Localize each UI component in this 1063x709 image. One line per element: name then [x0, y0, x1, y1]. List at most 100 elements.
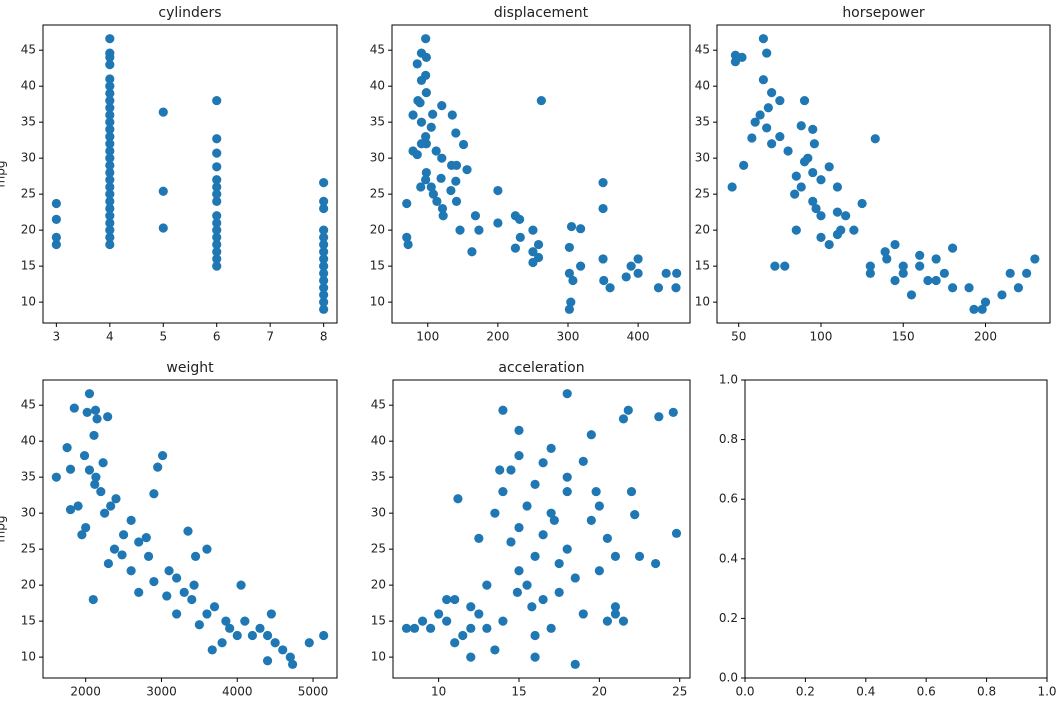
point — [564, 242, 574, 253]
point — [103, 558, 114, 569]
point — [969, 304, 979, 314]
point — [105, 196, 115, 206]
point — [522, 580, 532, 590]
point — [51, 198, 61, 209]
point — [437, 203, 448, 214]
point — [474, 533, 484, 543]
point — [737, 52, 747, 62]
y-tick-label: 20 — [371, 578, 386, 592]
subplot-title: weight — [166, 360, 214, 376]
point — [446, 185, 456, 196]
point — [51, 239, 61, 250]
point — [105, 211, 115, 221]
point — [262, 630, 273, 641]
point — [763, 103, 773, 113]
point — [111, 494, 121, 504]
point — [158, 450, 168, 461]
point — [278, 645, 288, 655]
point — [562, 472, 572, 482]
point — [319, 268, 329, 278]
point — [105, 146, 115, 156]
point — [536, 95, 546, 106]
x-tick-label: 20 — [592, 685, 607, 699]
point — [470, 211, 481, 221]
point — [225, 623, 235, 633]
point — [623, 405, 633, 415]
point — [319, 630, 329, 641]
y-tick-label: 15 — [370, 259, 385, 273]
point — [939, 268, 949, 278]
x-tick-label: 100 — [416, 330, 439, 344]
subplot: 50 100 150 200 10 15 20 25 30 35 40 45 horsepower — [695, 5, 1051, 344]
point — [865, 268, 875, 278]
point — [796, 121, 806, 131]
point — [105, 124, 115, 134]
y-tick-label: 35 — [370, 115, 385, 129]
point — [105, 117, 115, 127]
point — [432, 196, 442, 206]
point — [931, 275, 941, 286]
y-tick-label: 25 — [370, 187, 385, 201]
point — [421, 131, 431, 142]
point — [562, 486, 572, 497]
point — [202, 544, 212, 554]
y-tick-label: 35 — [21, 470, 36, 484]
point — [836, 225, 846, 235]
point — [808, 124, 818, 134]
subplot: 10 15 20 25 10 15 20 25 30 35 40 45 acceleration — [371, 360, 691, 699]
point — [162, 591, 172, 601]
point — [832, 182, 843, 192]
point — [948, 243, 958, 253]
point — [533, 239, 544, 250]
point — [202, 609, 212, 619]
point — [442, 594, 452, 605]
point — [77, 530, 87, 540]
x-tick-label: 6 — [213, 330, 221, 344]
point — [51, 472, 61, 482]
point — [212, 225, 222, 235]
point — [62, 443, 72, 453]
point — [319, 283, 329, 293]
axes-frame — [42, 24, 338, 324]
y-tick-label: 15 — [371, 614, 386, 628]
point — [437, 153, 447, 163]
point — [217, 638, 227, 648]
subplot-title: horsepower — [842, 5, 925, 21]
point — [285, 652, 295, 662]
point — [105, 203, 115, 214]
point — [458, 630, 468, 641]
point — [493, 218, 503, 228]
point — [319, 261, 329, 271]
point — [906, 290, 917, 300]
point — [105, 34, 115, 44]
point — [421, 175, 431, 185]
point — [568, 275, 578, 286]
point — [319, 232, 329, 242]
y-tick-label: 0.8 — [719, 432, 738, 446]
x-tick-label: 4 — [106, 330, 114, 344]
point — [98, 458, 108, 468]
point — [598, 178, 608, 188]
point — [816, 175, 826, 185]
point — [482, 580, 492, 590]
point — [105, 182, 115, 192]
point — [51, 214, 61, 224]
point — [319, 304, 329, 314]
point — [149, 489, 159, 499]
y-tick-label: 30 — [371, 506, 386, 520]
point — [808, 196, 818, 206]
point — [105, 74, 115, 84]
point — [90, 479, 100, 489]
y-tick-label: 30 — [370, 151, 385, 165]
y-tick-label: 45 — [695, 43, 710, 57]
point — [212, 211, 222, 221]
point — [172, 609, 182, 619]
point — [172, 573, 182, 583]
y-tick-label: 20 — [695, 223, 710, 237]
y-tick-label: 20 — [21, 578, 36, 592]
x-tick-label: 200 — [974, 330, 997, 344]
y-tick-label: 30 — [21, 151, 36, 165]
point — [65, 464, 76, 474]
point — [602, 616, 612, 626]
point — [466, 652, 476, 662]
